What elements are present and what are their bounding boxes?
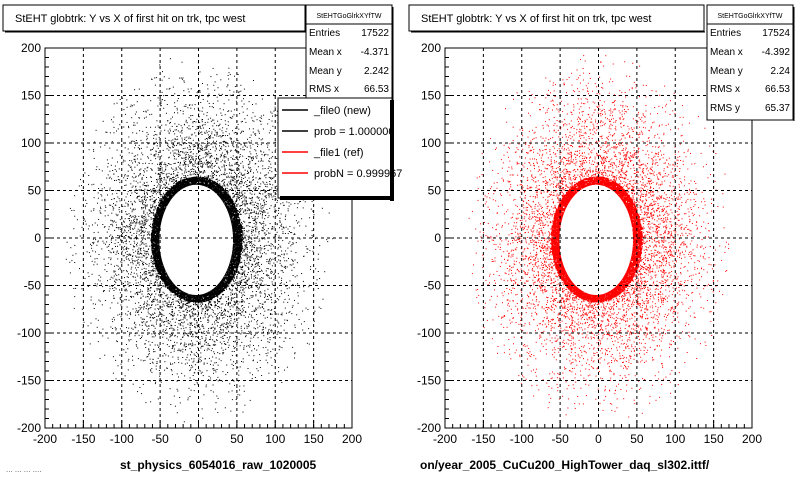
x-tick-label: -200 bbox=[433, 432, 457, 446]
y-tick-label: 0 bbox=[34, 231, 41, 245]
x-tick-label: 100 bbox=[665, 432, 685, 446]
stats-value: 17522 bbox=[361, 28, 389, 39]
legend-label: _file0 (new) bbox=[313, 105, 371, 117]
chart-title: StEHT globtrk: Y vs X of first hit on tr… bbox=[15, 13, 245, 25]
y-tick-label: 100 bbox=[21, 136, 41, 150]
chart-title: StEHT globtrk: Y vs X of first hit on tr… bbox=[421, 13, 651, 25]
y-tick-label: -50 bbox=[424, 279, 442, 293]
footer-left: st_physics_6054016_raw_1020005 bbox=[120, 458, 316, 472]
x-tick-label: 0 bbox=[595, 432, 602, 446]
chart-right: -200 -150 -100 -50 0 50 100 150 200 -200 -150 -100 -… bbox=[408, 4, 795, 446]
stats-value: 2.24 bbox=[771, 66, 791, 77]
legend-shadow bbox=[280, 196, 394, 200]
x-tick-label: -150 bbox=[471, 432, 495, 446]
legend-shadow bbox=[390, 100, 394, 201]
stats-value: 2.242 bbox=[364, 66, 389, 77]
y-tick-label: -50 bbox=[24, 279, 42, 293]
stats-name: StEHTGoGlrkXYfTW bbox=[317, 13, 382, 20]
x-tick-label: -100 bbox=[110, 432, 134, 446]
y-tick-label: 150 bbox=[421, 89, 441, 103]
stats-value: -4.371 bbox=[361, 47, 390, 58]
legend-label: _file1 (ref) bbox=[313, 147, 364, 159]
legend-label: probN = 0.999967 bbox=[314, 168, 402, 180]
y-tick-label: 50 bbox=[28, 184, 42, 198]
hollow-center bbox=[559, 184, 634, 295]
y-tick-label: 150 bbox=[21, 89, 41, 103]
x-tick-label: 50 bbox=[630, 432, 644, 446]
x-tick-label: 100 bbox=[265, 432, 285, 446]
y-tick-label: -150 bbox=[417, 374, 441, 388]
stats-value: 65.37 bbox=[765, 103, 790, 114]
stats-value: 66.53 bbox=[765, 84, 790, 95]
stats-value: 17524 bbox=[762, 28, 790, 39]
stats-value: 66.53 bbox=[364, 84, 389, 95]
x-tick-label: -50 bbox=[551, 432, 569, 446]
x-tick-label: -200 bbox=[33, 432, 57, 446]
title-box bbox=[408, 4, 705, 32]
legend-label: prob = 1.000000 bbox=[314, 126, 394, 138]
stats-label: RMS y bbox=[710, 103, 740, 114]
footer-right: on/year_2005_CuCu200_HighTower_daq_sl302… bbox=[420, 458, 709, 472]
x-tick-label: 150 bbox=[704, 432, 724, 446]
stats-label: Mean x bbox=[309, 47, 342, 58]
stats-label: Entries bbox=[710, 28, 741, 39]
stats-label: Entries bbox=[309, 28, 340, 39]
y-tick-label: -100 bbox=[417, 326, 441, 340]
y-tick-label: 0 bbox=[434, 231, 441, 245]
x-tick-label: -100 bbox=[510, 432, 534, 446]
x-tick-label: -50 bbox=[151, 432, 169, 446]
title-box bbox=[2, 4, 306, 32]
x-tick-label: 0 bbox=[195, 432, 202, 446]
bottom-note: ... ... ... .... bbox=[6, 466, 42, 474]
x-tick-label: 150 bbox=[304, 432, 324, 446]
x-tick-label: 50 bbox=[230, 432, 244, 446]
stats-name: StEHTGoGlrkXYfTW bbox=[718, 13, 783, 20]
stats-label: RMS x bbox=[710, 84, 740, 95]
stats-label: RMS x bbox=[309, 84, 339, 95]
stats-label: Mean x bbox=[710, 47, 743, 58]
y-tick-label: -150 bbox=[17, 374, 41, 388]
y-tick-label: 100 bbox=[421, 136, 441, 150]
y-tick-label: -200 bbox=[17, 421, 41, 435]
stats-value: -4.392 bbox=[762, 47, 791, 58]
x-tick-label: 200 bbox=[742, 432, 762, 446]
chart-left: -200 -150 -100 -50 0 50 100 150 200 -200 -150 -100 -… bbox=[2, 4, 402, 446]
y-tick-label: 200 bbox=[421, 41, 441, 55]
y-tick-label: 50 bbox=[428, 184, 442, 198]
stats-label: Mean y bbox=[710, 66, 743, 77]
y-tick-label: 200 bbox=[21, 41, 41, 55]
stats-label: Mean y bbox=[309, 66, 342, 77]
legend-box bbox=[277, 97, 393, 199]
x-tick-label: 200 bbox=[342, 432, 362, 446]
x-tick-label: -150 bbox=[71, 432, 95, 446]
y-tick-label: -200 bbox=[417, 421, 441, 435]
hollow-center bbox=[159, 184, 234, 295]
y-tick-label: -100 bbox=[17, 326, 41, 340]
